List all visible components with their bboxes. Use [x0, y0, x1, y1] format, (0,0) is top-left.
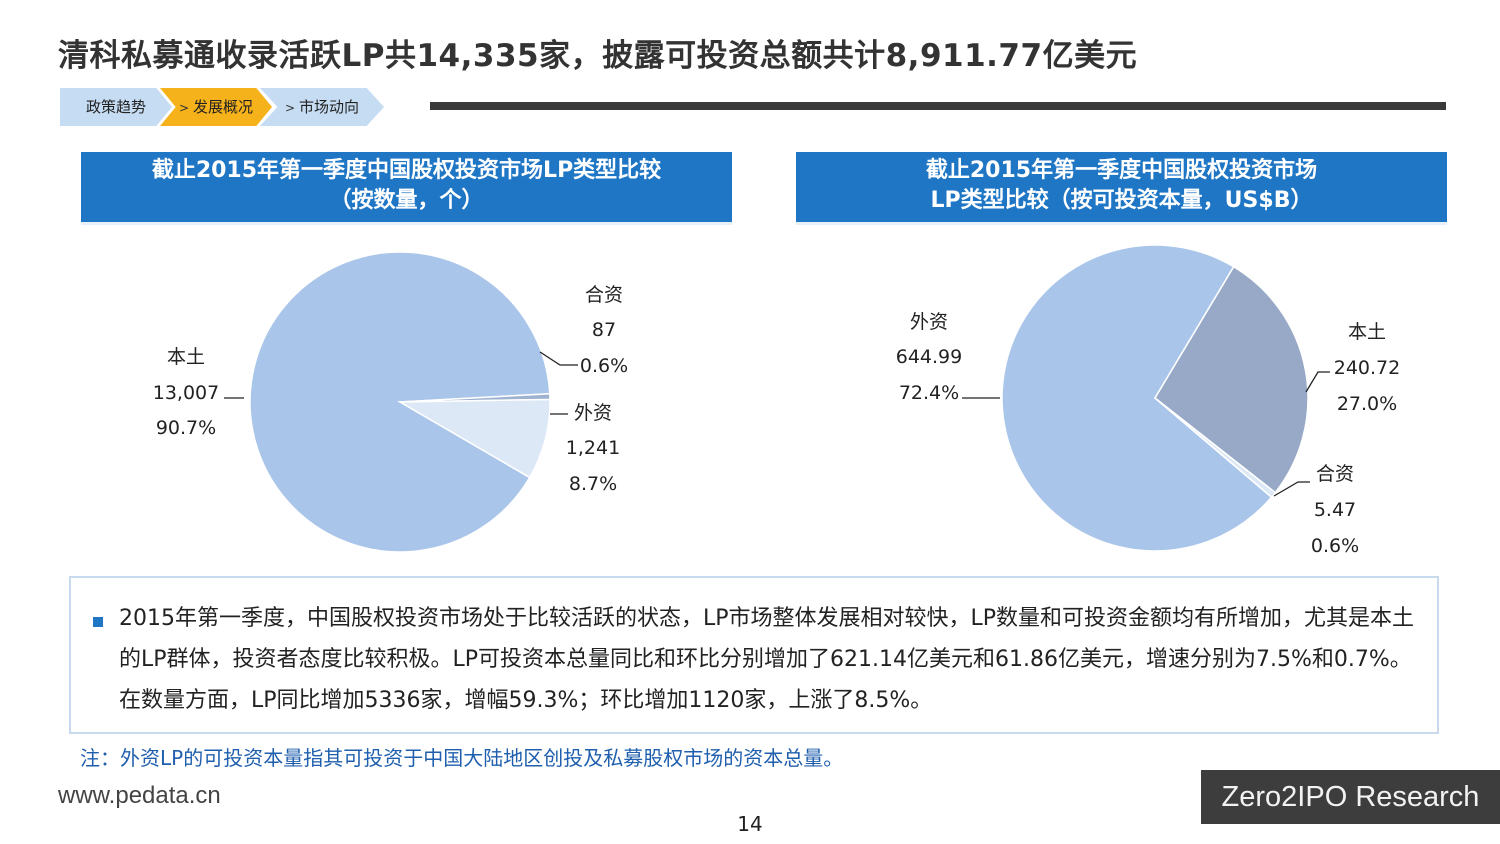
chart-2-header: 截止2015年第一季度中国股权投资市场 LP类型比较（按可投资本量，US$B）: [796, 152, 1447, 225]
pie-2-label-jv-value: 5.47: [1314, 499, 1356, 521]
pie-1-label-local-percent: 90.7%: [156, 417, 216, 439]
page-number: 14: [737, 812, 763, 836]
pie-2-label-foreign-value: 644.99: [896, 346, 962, 368]
breadcrumb-label: 政策趋势: [85, 98, 146, 116]
pie-1-label-jv-name: 合资: [585, 284, 623, 306]
breadcrumb-item-market[interactable]: > 市场动向: [260, 88, 384, 126]
pie-2-slice-local: [1154, 265, 1309, 494]
pie-2-label-jv-percent: 0.6%: [1311, 535, 1359, 557]
breadcrumb-label: 发展概况: [193, 98, 254, 116]
pie-1-label-local-value: 13,007: [153, 382, 219, 404]
pie-2-slice-jv: [1154, 397, 1277, 499]
pie-2-leader-local: [1305, 371, 1330, 393]
chevron-right-icon: >: [178, 101, 190, 115]
pie-2-leader-jv: [1273, 481, 1310, 497]
page-title: 清科私募通收录活跃LP共14,335家，披露可投资总额共计8,911.77亿美元: [58, 38, 1138, 74]
chart-2-title-line1: 截止2015年第一季度中国股权投资市场: [925, 158, 1318, 183]
chart-1-title-line2: （按数量，个）: [329, 188, 484, 213]
pie-1-label-foreign-value: 1,241: [566, 437, 620, 459]
summary-box: 2015年第一季度，中国股权投资市场处于比较活跃的状态，LP市场整体发展相对较快…: [69, 576, 1439, 734]
footnote: 注：外资LP的可投资本量指其可投资于中国大陆地区创投及私募股权市场的资本总量。: [80, 746, 844, 770]
brand-logo: Zero2IPO Research: [1201, 770, 1500, 824]
pie-2-label-foreign-name: 外资: [910, 311, 948, 333]
breadcrumb-item-overview[interactable]: > 发展概况: [160, 88, 272, 126]
pie-1-label-jv-value: 87: [592, 319, 616, 341]
pie-2-label-local-percent: 27.0%: [1337, 393, 1397, 415]
summary-text: 2015年第一季度，中国股权投资市场处于比较活跃的状态，LP市场整体发展相对较快…: [119, 606, 1415, 713]
pie-1-label-foreign-percent: 8.7%: [569, 473, 617, 495]
pie-2-label-local-value: 240.72: [1334, 357, 1400, 379]
breadcrumb-divider: [430, 102, 1446, 110]
bullet-icon: [93, 617, 103, 627]
website-link[interactable]: www.pedata.cn: [58, 782, 221, 809]
pie-2-slice-foreign: [1001, 244, 1273, 552]
pie-2-label-jv-name: 合资: [1316, 463, 1354, 485]
chart-1-title-line1: 截止2015年第一季度中国股权投资市场LP类型比较: [151, 158, 662, 183]
chart-2-title-line2: LP类型比较（按可投资本量，US$B）: [930, 188, 1313, 213]
breadcrumb-label: 市场动向: [299, 98, 360, 116]
breadcrumb: 政策趋势 > 发展概况 > 市场动向: [60, 88, 1450, 126]
pie-1-label-foreign-name: 外资: [574, 402, 612, 424]
pie-1-label-local-name: 本土: [167, 346, 205, 368]
pie-2-label-local-name: 本土: [1348, 321, 1386, 343]
pie-1-leader-jv: [539, 351, 578, 366]
pie-1-slice-foreign: [397, 398, 551, 479]
pie-1-label-jv-percent: 0.6%: [580, 355, 628, 377]
breadcrumb-item-policy[interactable]: 政策趋势: [60, 88, 172, 126]
chevron-right-icon: >: [284, 101, 296, 115]
pie-2-label-foreign-percent: 72.4%: [899, 382, 959, 404]
chart-1-header: 截止2015年第一季度中国股权投资市场LP类型比较 （按数量，个）: [81, 152, 732, 225]
